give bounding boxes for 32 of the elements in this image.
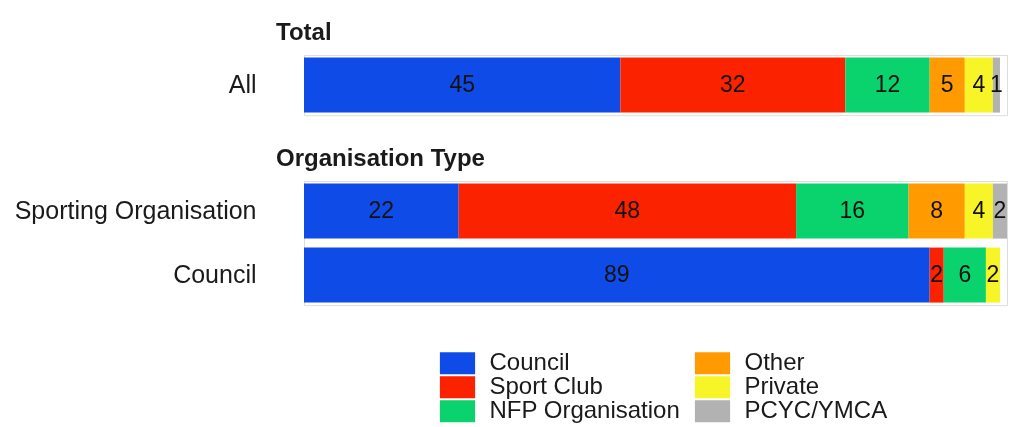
bar [908,183,965,239]
chart-title: Organisation Type [276,144,485,171]
data-label: 32 [720,71,746,98]
data-label: 22 [368,197,395,224]
data-label: 2 [993,197,1007,224]
data-label: 16 [839,197,866,224]
data-label: 4 [972,197,986,224]
y-tick-label: All [228,70,257,99]
bar [304,57,621,113]
bar [929,57,965,113]
data-label: 48 [614,197,641,224]
bar [304,183,459,239]
data-label: 5 [940,71,954,98]
data-label: 89 [604,261,630,288]
data-label: 4 [972,71,986,98]
y-tick-label: Council [173,260,257,289]
data-label: 12 [874,71,901,98]
bar [964,57,993,113]
bar [796,183,909,239]
bar [620,57,846,113]
data-label: 2 [986,261,1000,288]
chart-title: Total [276,18,332,45]
bar [943,247,986,303]
y-tick-label: Sporting Organisation [14,196,257,225]
data-label: 45 [449,71,475,98]
data-label: 8 [930,197,944,224]
data-label: 6 [958,261,972,288]
bar [964,183,993,239]
data-label: 2 [930,261,944,288]
bar [304,247,930,303]
bar [845,57,930,113]
bar [458,183,797,239]
